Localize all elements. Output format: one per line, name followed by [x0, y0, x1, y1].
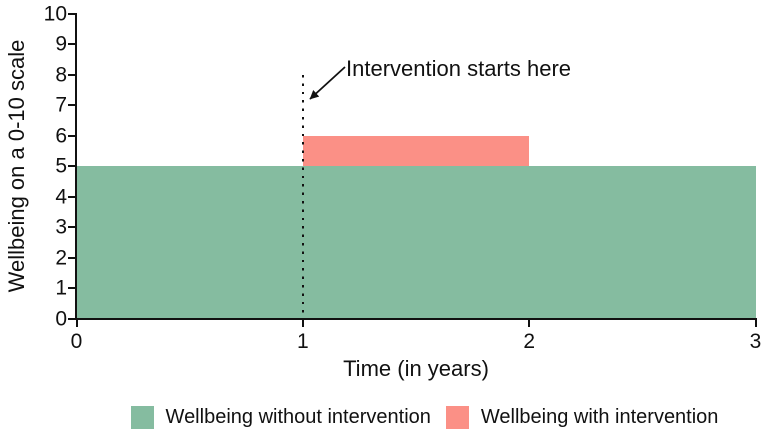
chart-area-with-intervention: [302, 135, 530, 167]
y-tick: [68, 317, 75, 320]
y-tick: [68, 226, 75, 229]
y-tick-label: 4: [55, 185, 67, 209]
x-tick-label: 0: [70, 329, 83, 353]
y-tick-label: 5: [55, 154, 67, 178]
chart-area-without-intervention: [76, 166, 756, 319]
intervention-start-vline: [301, 74, 304, 319]
y-tick-label: 8: [55, 63, 67, 87]
y-tick: [68, 104, 75, 107]
y-tick: [68, 165, 75, 168]
y-tick: [68, 134, 75, 137]
x-tick: [754, 320, 757, 327]
y-tick: [68, 195, 75, 198]
y-tick-label: 2: [55, 246, 67, 270]
legend: Wellbeing without intervention Wellbeing …: [0, 406, 768, 429]
legend-label: Wellbeing with intervention: [480, 406, 719, 428]
y-tick-label: 9: [55, 32, 67, 56]
y-tick-label: 0: [55, 307, 67, 330]
legend-item: Wellbeing without intervention: [130, 406, 431, 429]
x-tick: [301, 320, 304, 327]
x-tick-label: 3: [749, 329, 762, 353]
y-tick-label: 3: [55, 215, 67, 239]
x-tick-label: 1: [296, 329, 309, 353]
y-tick-label: 6: [55, 124, 67, 148]
y-tick: [68, 73, 75, 76]
y-tick-label: 1: [55, 276, 67, 300]
legend-item: Wellbeing with intervention: [445, 406, 719, 429]
y-tick-label: 10: [43, 2, 67, 26]
legend-swatch: [130, 406, 154, 429]
y-tick: [68, 287, 75, 290]
legend-label: Wellbeing without intervention: [165, 406, 431, 428]
y-tick-label: 7: [55, 93, 67, 117]
y-axis-line: [75, 13, 77, 320]
y-tick: [68, 256, 75, 259]
x-tick: [528, 320, 531, 327]
x-tick-label: 2: [523, 329, 535, 353]
x-axis-label: Time (in years): [343, 356, 489, 381]
y-tick: [68, 13, 75, 15]
x-axis-line: [75, 318, 757, 320]
annotation-text: Intervention starts here: [346, 56, 572, 81]
x-tick: [75, 320, 78, 327]
y-tick: [68, 43, 75, 46]
legend-swatch: [445, 406, 469, 429]
